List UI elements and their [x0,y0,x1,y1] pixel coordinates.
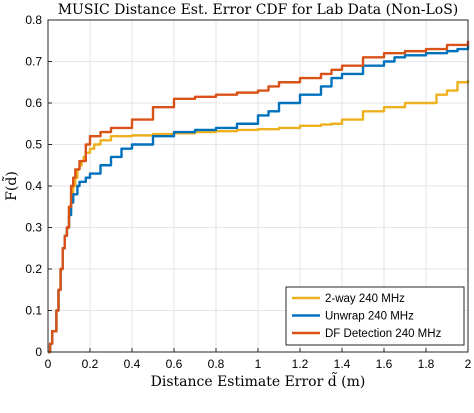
x-tick-label: 0.6 [166,357,183,371]
x-tick-label: 0.8 [208,357,225,371]
series-line-df-detection-240-mhz [48,40,470,354]
y-axis-ticks: 0 0.1 0.2 0.3 0.4 0.5 0.6 0.7 0.8 [25,13,52,359]
plot-frame [47,19,469,353]
x-tick-label: 1 [255,357,262,371]
y-tick-label: 0.6 [25,96,42,110]
chart-title: MUSIC Distance Est. Error CDF for Lab Da… [58,2,459,18]
y-tick-label: 0.2 [25,262,42,276]
y-tick-label: 0.5 [25,138,42,152]
y-tick-label: 0.1 [25,304,42,318]
legend: 2-way 240 MHz Unwrap 240 MHz DF Detection … [285,286,465,346]
y-tick-label: 0.4 [25,179,42,193]
y-tick-label: 0.7 [25,55,42,69]
legend-label: 2-way 240 MHz [325,293,405,305]
y-tick-label: 0.8 [25,13,42,27]
legend-label: DF Detection 240 MHz [325,328,442,340]
x-tick-label: 0.2 [82,357,99,371]
x-axis-ticks: 0 0.2 0.4 0.6 0.8 1 1.2 1.4 1.6 1.8 2 [45,348,472,371]
x-tick-label: 1.2 [292,357,309,371]
legend-label: Unwrap 240 MHz [325,311,414,323]
x-axis-label: Distance Estimate Error d̃ (m) [151,371,366,390]
x-tick-label: 1.4 [334,357,351,371]
y-tick-label: 0.3 [25,221,42,235]
y-axis-label: F(d̃) [1,171,20,201]
x-tick-label: 1.6 [376,357,393,371]
x-tick-label: 0 [45,357,52,371]
x-tick-label: 2 [465,357,472,371]
x-tick-label: 0.4 [124,357,141,371]
y-tick-label: 0 [35,345,42,359]
series-lines [48,40,470,354]
x-tick-label: 1.8 [418,357,435,371]
